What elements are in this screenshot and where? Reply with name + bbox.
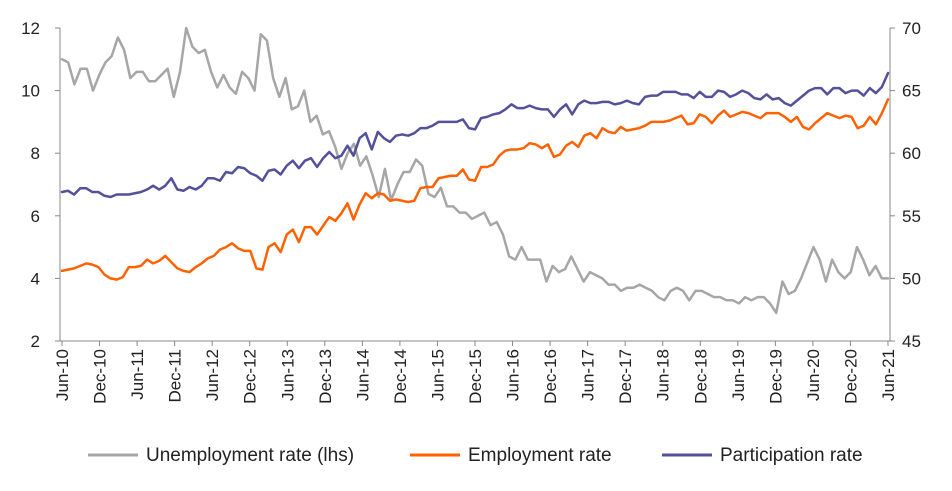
left-tick-label: 6: [31, 207, 40, 226]
legend-label-2: Employment rate: [468, 445, 612, 466]
x-tick-label: Dec-15: [466, 349, 485, 404]
x-tick-label: Jun-11: [128, 349, 147, 400]
x-tick-label: Jun-18: [654, 349, 673, 401]
right-tick-label: 60: [902, 144, 921, 163]
legend-label-3: Participation rate: [720, 445, 863, 466]
x-tick-label: Dec-18: [691, 349, 710, 404]
left-tick-label: 4: [31, 269, 40, 288]
x-tick-label: Dec-16: [541, 349, 560, 404]
x-tick-label: Dec-13: [316, 349, 335, 404]
left-tick-label: 10: [21, 82, 40, 101]
x-tick-label: Dec-10: [91, 349, 110, 404]
axes: [59, 28, 891, 342]
series-line-2: [60, 98, 890, 281]
left-axis-ticks: 2 4 6 8 10 12: [21, 19, 60, 351]
right-axis-ticks: 45 50 55 60 65 70: [890, 19, 921, 351]
right-tick-label: 45: [902, 332, 921, 351]
x-tick-label: Dec-20: [841, 349, 860, 404]
plot-lines: [60, 26, 890, 315]
left-tick-label: 2: [31, 332, 40, 351]
x-tick-label: Jun-16: [504, 349, 523, 401]
x-tick-label: Dec-17: [616, 349, 635, 404]
x-tick-label: Jun-17: [579, 349, 598, 401]
x-tick-label: Jun-19: [729, 349, 748, 401]
x-tick-label: Dec-14: [391, 349, 410, 404]
right-tick-label: 50: [902, 269, 921, 288]
x-tick-label: Jun-14: [353, 349, 372, 401]
series-line-1: [60, 26, 890, 315]
x-axis-ticks: Jun-10 Dec-10 Jun-11 Dec-11 Jun-12 Dec-12 Jun-…: [53, 341, 898, 404]
right-tick-label: 70: [902, 19, 921, 38]
legend-label-1: Unemployment rate (lhs): [146, 445, 354, 466]
x-tick-label: Dec-19: [766, 349, 785, 404]
x-tick-label: Dec-12: [241, 349, 260, 404]
right-tick-label: 55: [902, 207, 921, 226]
x-tick-label: Jun-15: [428, 349, 447, 401]
x-tick-label: Jun-20: [804, 349, 823, 401]
x-tick-label: Jun-13: [278, 349, 297, 401]
series-line-3: [60, 71, 890, 199]
x-tick-label: Jun-10: [53, 349, 72, 401]
legend: Unemployment rate (lhs) Employment rate Pa…: [88, 445, 863, 466]
x-tick-label: Jun-12: [203, 349, 222, 401]
left-tick-label: 8: [31, 144, 40, 163]
left-tick-label: 12: [21, 19, 40, 38]
right-tick-label: 65: [902, 82, 921, 101]
x-tick-label: Jun-21: [879, 349, 898, 401]
x-tick-label: Dec-11: [166, 349, 185, 403]
